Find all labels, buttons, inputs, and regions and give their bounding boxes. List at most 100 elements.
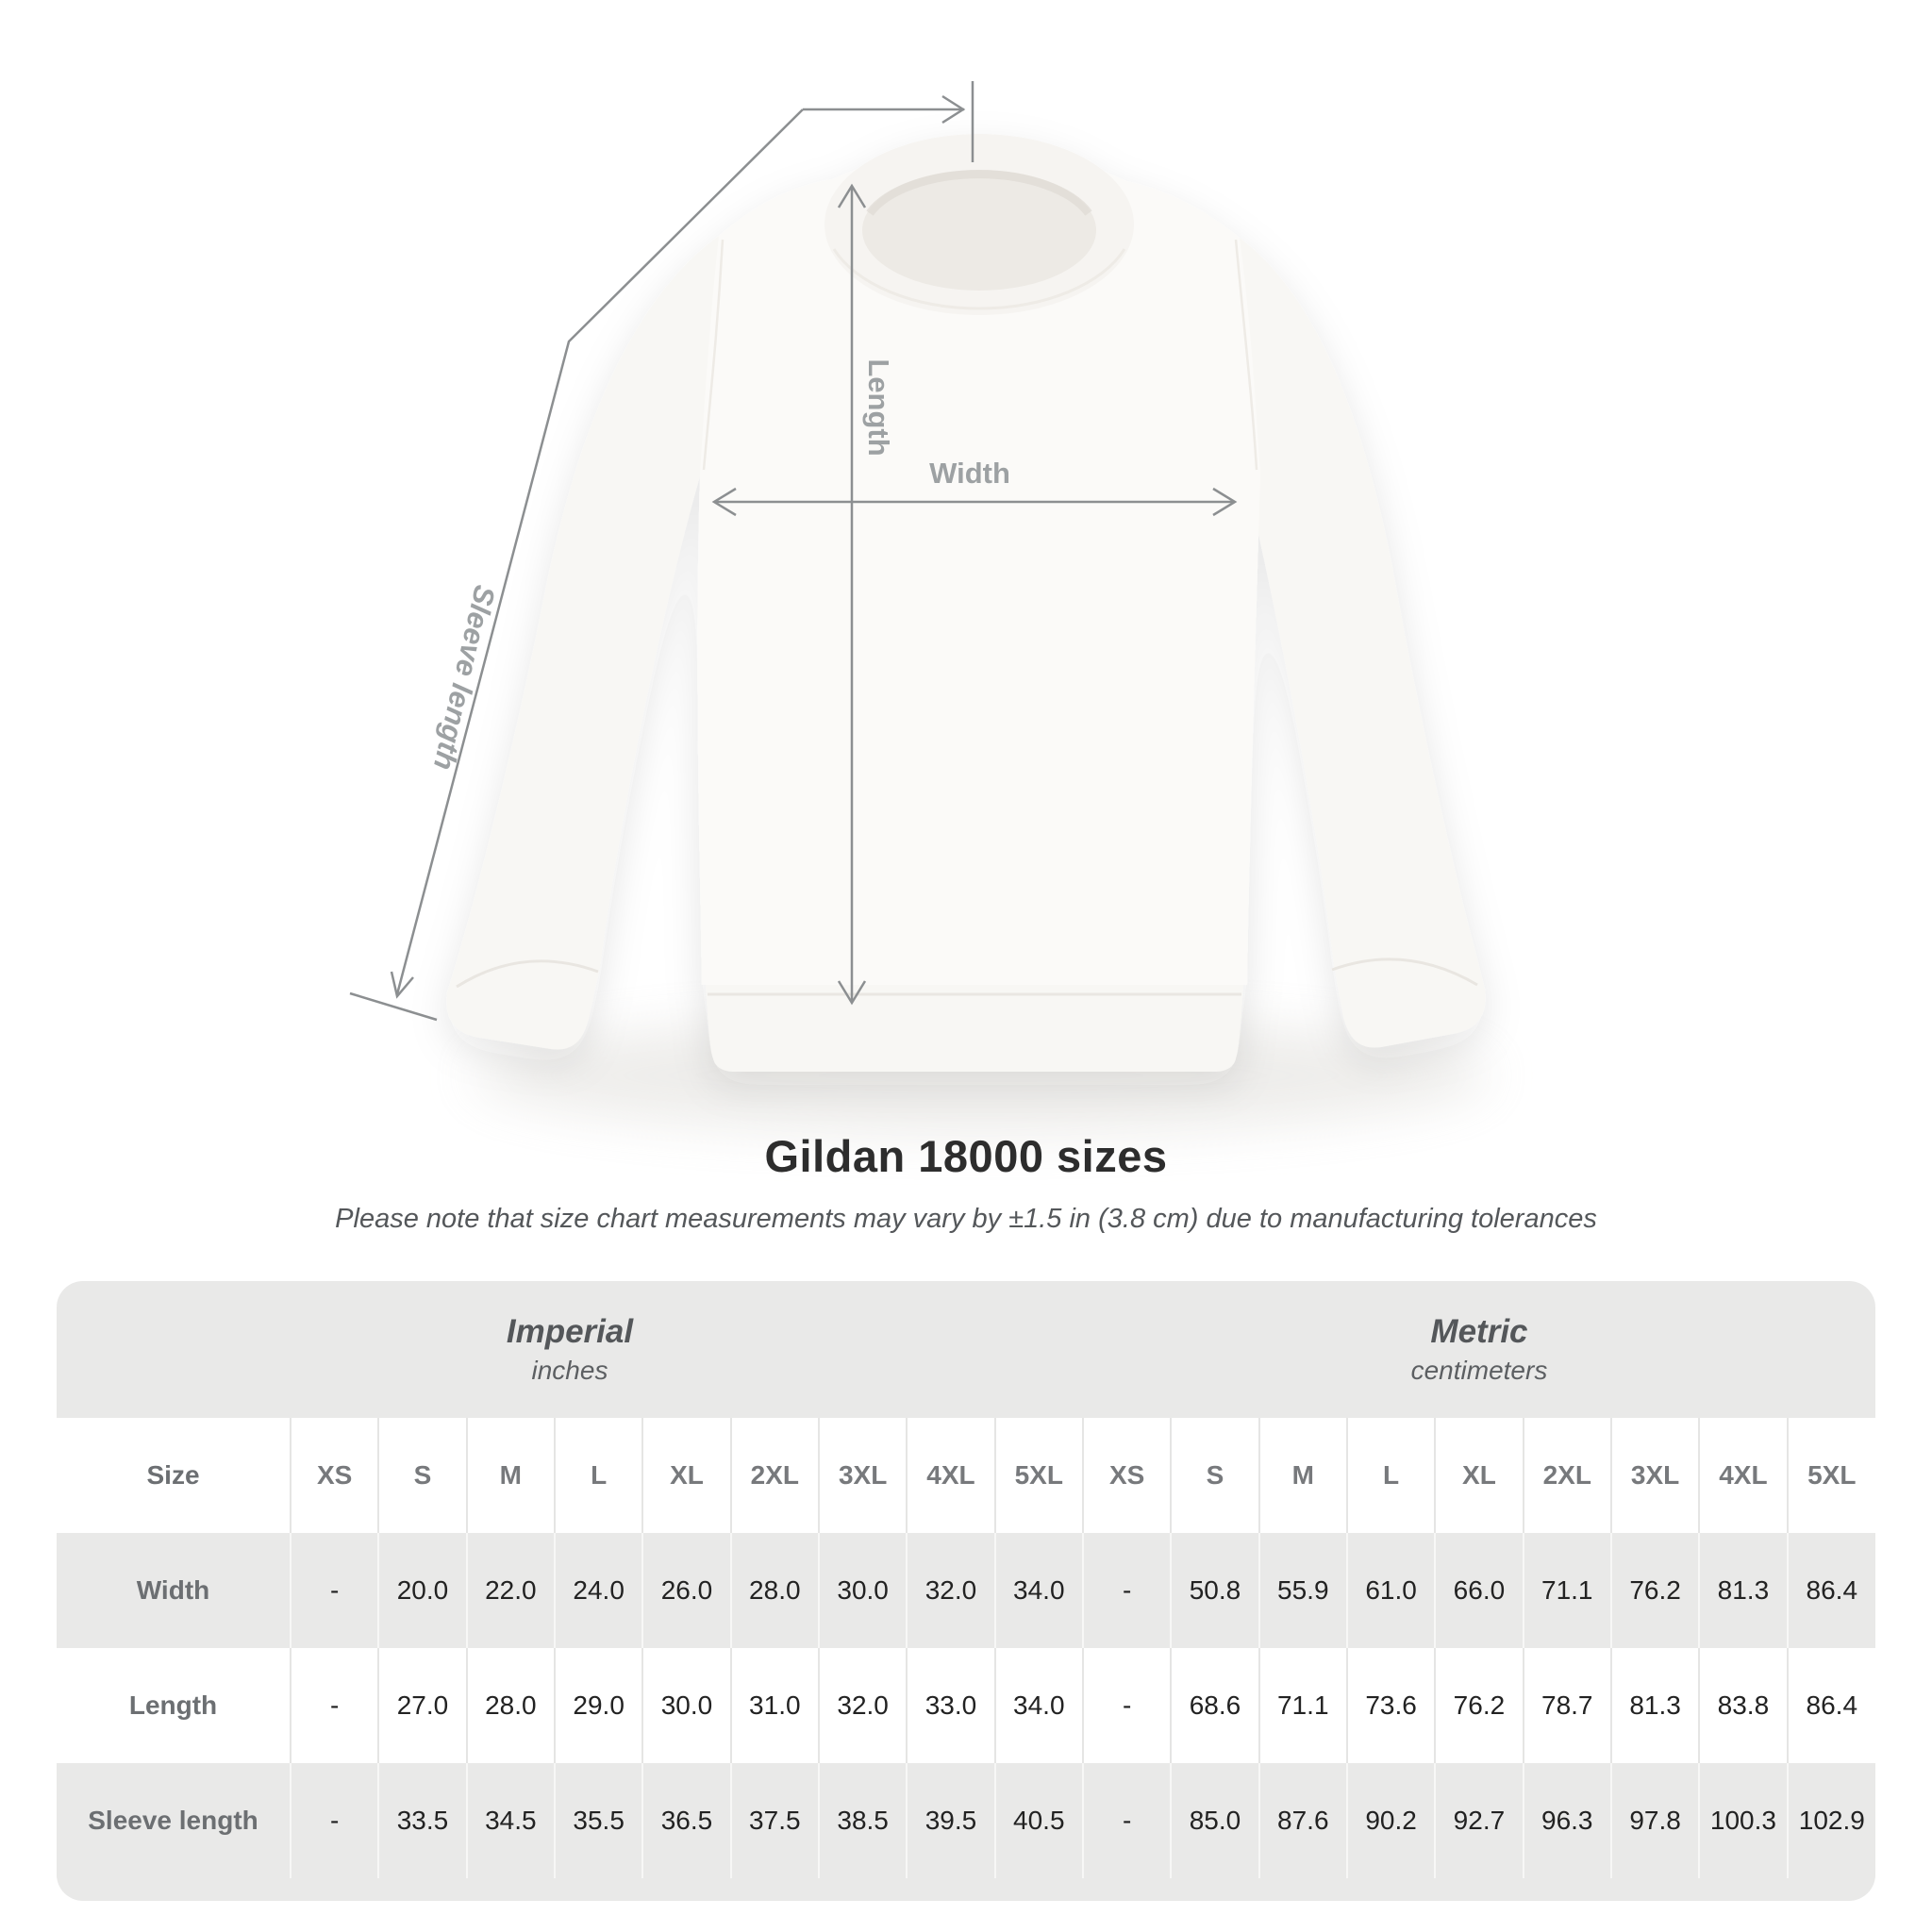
imperial-unit: inches xyxy=(531,1355,608,1385)
length-label: Length xyxy=(862,358,895,456)
metric-unit: centimeters xyxy=(1410,1355,1548,1385)
value-cell-imperial: 30.0 xyxy=(641,1648,731,1763)
value-cell-imperial: - xyxy=(289,1763,379,1878)
value-cell-imperial: 32.0 xyxy=(906,1533,995,1648)
value-cell-metric: 61.0 xyxy=(1345,1533,1436,1648)
value-cell-metric: - xyxy=(1081,1763,1172,1878)
value-cell-metric: 76.2 xyxy=(1434,1648,1524,1763)
imperial-group-header: Imperial inches xyxy=(57,1281,1083,1418)
value-cell-metric: 55.9 xyxy=(1257,1533,1347,1648)
size-header-cell-imperial: XL xyxy=(641,1418,731,1533)
row-label: Length xyxy=(57,1648,291,1763)
value-cell-imperial: 40.5 xyxy=(993,1763,1083,1878)
value-cell-metric: 100.3 xyxy=(1698,1763,1788,1878)
size-header-cell-imperial: 4XL xyxy=(906,1418,995,1533)
value-cell-metric: 71.1 xyxy=(1257,1648,1347,1763)
left-shoulder-seam xyxy=(702,239,724,471)
measurement-row: Sleeve length -33.5 34.5 35.5 36.5 37.5 38.5 39… xyxy=(57,1763,1875,1878)
torso xyxy=(697,148,1260,985)
value-cell-imperial: 31.0 xyxy=(729,1648,819,1763)
arrowhead-width-right xyxy=(1212,487,1238,517)
value-cell-imperial: 36.5 xyxy=(641,1763,731,1878)
value-cell-metric: 97.8 xyxy=(1609,1763,1700,1878)
value-cell-metric: 66.0 xyxy=(1434,1533,1524,1648)
value-cell-imperial: 33.5 xyxy=(377,1763,467,1878)
size-header-cell-imperial: L xyxy=(553,1418,643,1533)
arrowhead-down xyxy=(837,980,867,1006)
value-cell-imperial: 26.0 xyxy=(641,1533,731,1648)
size-table: Imperial inches Metric centimeters Size X… xyxy=(57,1281,1875,1878)
measurement-row: Length -27.0 28.0 29.0 30.0 31.0 32.0 33.0 34.0-… xyxy=(57,1648,1875,1763)
value-cell-metric: - xyxy=(1081,1648,1172,1763)
value-cell-imperial: 28.0 xyxy=(729,1533,819,1648)
value-cell-metric: 73.6 xyxy=(1345,1648,1436,1763)
sweatshirt-illustration: Length Width Sleeve length xyxy=(349,81,1491,1134)
value-cell-metric: 68.6 xyxy=(1170,1648,1259,1763)
size-header-cell-metric: XS xyxy=(1081,1418,1172,1533)
collar-bottom-seam xyxy=(832,248,1126,310)
value-cell-imperial: 22.0 xyxy=(465,1533,555,1648)
value-cell-metric: 81.3 xyxy=(1609,1648,1700,1763)
sleeve-diagonal-line xyxy=(395,108,804,995)
sweatshirt-body-group xyxy=(446,134,1486,1072)
row-label: Sleeve length xyxy=(57,1763,291,1878)
page-title: Gildan 18000 sizes xyxy=(764,1131,1168,1181)
value-cell-metric: 92.7 xyxy=(1434,1763,1524,1878)
sleeve-length-label: Sleeve length xyxy=(427,582,502,774)
size-header-cell-metric: L xyxy=(1345,1418,1436,1533)
value-cell-imperial: 34.5 xyxy=(465,1763,555,1878)
right-shoulder-seam xyxy=(1234,239,1258,471)
size-header-cell-imperial: S xyxy=(377,1418,467,1533)
size-header-cell-metric: 5XL xyxy=(1786,1418,1875,1533)
size-header-cell-metric: 3XL xyxy=(1609,1418,1700,1533)
value-cell-metric: 81.3 xyxy=(1698,1533,1788,1648)
value-cell-imperial: 20.0 xyxy=(377,1533,467,1648)
size-header-row: Size XS S M L XL 2XL 3XL 4XL 5XL XS S M L XL 2XL 3XL 4XL 5… xyxy=(57,1418,1875,1533)
size-header-cell-imperial: M xyxy=(465,1418,555,1533)
size-header-cell-imperial: XS xyxy=(289,1418,379,1533)
value-cell-imperial: - xyxy=(289,1533,379,1648)
left-sleeve xyxy=(446,236,719,1050)
arrowhead-left xyxy=(711,487,737,517)
value-cell-imperial: 35.5 xyxy=(553,1763,643,1878)
arrowhead-sleeve-end xyxy=(390,971,414,999)
collar-opening xyxy=(862,170,1096,291)
value-cell-imperial: 30.0 xyxy=(817,1533,908,1648)
value-cell-imperial: 34.0 xyxy=(993,1533,1083,1648)
value-cell-metric: 86.4 xyxy=(1786,1648,1875,1763)
size-header-cell-metric: 4XL xyxy=(1698,1418,1788,1533)
value-cell-metric: 86.4 xyxy=(1786,1533,1875,1648)
right-cuff-seam xyxy=(1331,958,1478,987)
value-cell-imperial: 37.5 xyxy=(729,1763,819,1878)
size-header-cell-metric: 2XL xyxy=(1522,1418,1611,1533)
value-cell-metric: 96.3 xyxy=(1522,1763,1611,1878)
imperial-label: Imperial xyxy=(506,1313,634,1351)
arrowhead-right xyxy=(941,94,966,125)
size-table-body: Size XS S M L XL 2XL 3XL 4XL 5XL XS S M L XL 2XL 3XL 4XL 5… xyxy=(57,1418,1875,1878)
value-cell-metric: 78.7 xyxy=(1522,1648,1611,1763)
value-cell-imperial: 32.0 xyxy=(817,1648,908,1763)
value-cell-metric: - xyxy=(1081,1533,1172,1648)
sleeve-end-tick xyxy=(349,991,438,1022)
value-cell-metric: 83.8 xyxy=(1698,1648,1788,1763)
value-cell-imperial: 28.0 xyxy=(465,1648,555,1763)
size-header-cell-imperial: 2XL xyxy=(729,1418,819,1533)
metric-label: Metric xyxy=(1430,1313,1528,1351)
measurement-arrows xyxy=(349,81,1238,1022)
arrowhead-up xyxy=(837,183,867,208)
width-label: Width xyxy=(929,457,1010,490)
size-header-cell-metric: S xyxy=(1170,1418,1259,1533)
size-column-header: Size xyxy=(57,1418,291,1533)
value-cell-metric: 85.0 xyxy=(1170,1763,1259,1878)
row-label: Width xyxy=(57,1533,291,1648)
left-cuff-seam xyxy=(456,959,599,989)
size-header-cell-metric: XL xyxy=(1434,1418,1524,1533)
measurement-row: Width -20.0 22.0 24.0 26.0 28.0 30.0 32.0 34.0-5… xyxy=(57,1533,1875,1648)
collar-inner-shadow xyxy=(866,170,1092,216)
value-cell-imperial: 34.0 xyxy=(993,1648,1083,1763)
value-cell-metric: 76.2 xyxy=(1609,1533,1700,1648)
value-cell-imperial: - xyxy=(289,1648,379,1763)
value-cell-metric: 102.9 xyxy=(1786,1763,1875,1878)
page-subtitle: Please note that size chart measurements… xyxy=(335,1204,1597,1234)
